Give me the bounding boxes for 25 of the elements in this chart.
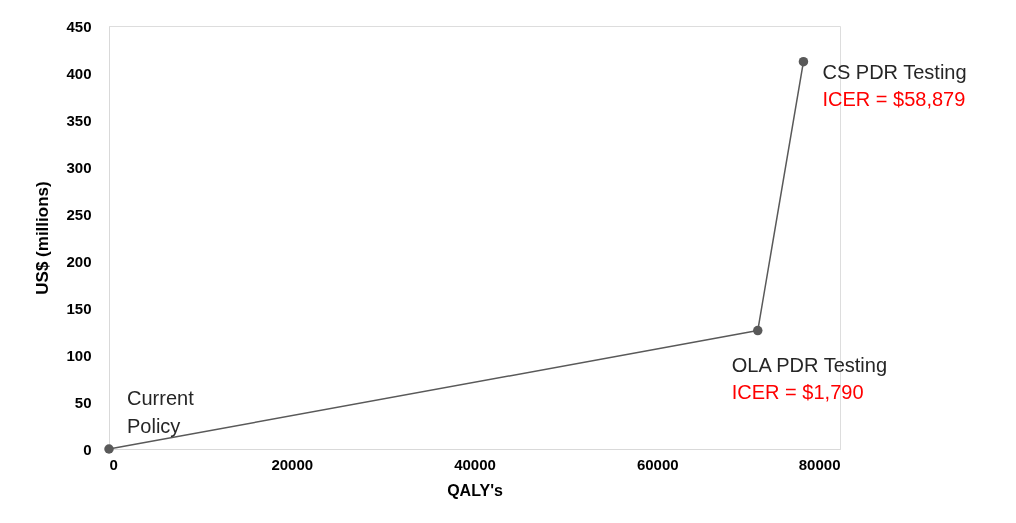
point (104, 444, 114, 454)
annotation: Current Policy (127, 387, 195, 437)
y-tick-label: 200 (66, 252, 92, 270)
y-tick-label: 100 (66, 346, 92, 364)
point (798, 56, 809, 67)
point (753, 325, 763, 336)
y-tick-label: 0 (83, 440, 92, 458)
annotation: OLA PDR Testing (731, 353, 888, 376)
y-tick-label: 450 (66, 17, 92, 35)
x-tick-label: 60000 (636, 455, 679, 473)
x-tick-label: 0 (109, 455, 118, 473)
y-tick-label: 300 (66, 158, 92, 176)
x-tick-label: 80000 (798, 455, 841, 473)
y-tick-label: 50 (74, 393, 92, 411)
x-tick-label: 20000 (271, 455, 314, 473)
y-tick-label: 150 (66, 299, 92, 317)
x-tick-label: 40000 (454, 455, 496, 473)
y-tick-label: 250 (66, 205, 92, 223)
x-axis-title: QALY's (447, 481, 503, 499)
y-tick-label: 400 (66, 64, 92, 82)
annotation: CS PDR Testing (822, 60, 967, 83)
y-tick-label: 350 (66, 111, 92, 129)
y-axis-title: US$ (millions) (33, 181, 53, 295)
annotation: ICER = $1,790 (731, 380, 864, 403)
annotation: ICER = $58,879 (822, 87, 966, 110)
